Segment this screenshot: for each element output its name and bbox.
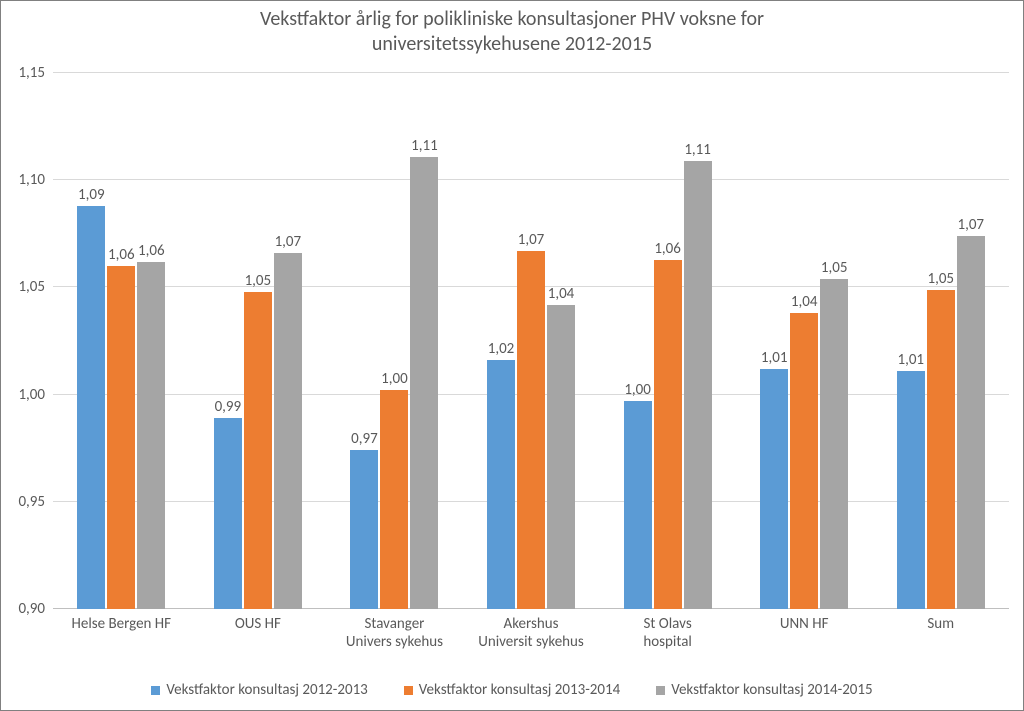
x-tick-label: Sum	[872, 609, 1009, 651]
legend-item: Vekstfaktor konsultasj 2013-2014	[404, 681, 620, 699]
bar: 1,09	[77, 206, 105, 609]
bar-value-label: 1,04	[548, 285, 575, 305]
bar: 1,00	[624, 401, 652, 609]
bar-group: 1,091,061,06	[53, 73, 190, 609]
legend-label: Vekstfaktor konsultasj 2014-2015	[671, 681, 872, 699]
chart-title: Vekstfaktor årlig for polikliniske konsu…	[1, 1, 1023, 57]
x-axis: Helse Bergen HFOUS HFStavangerUnivers sy…	[53, 609, 1009, 651]
bar: 1,07	[517, 251, 545, 609]
bar: 1,04	[790, 313, 818, 609]
bar-value-label: 1,11	[684, 141, 711, 161]
bar-value-label: 1,06	[654, 240, 681, 260]
bar-value-label: 1,07	[518, 231, 545, 251]
bar-value-label: 1,02	[488, 340, 515, 360]
bar-value-label: 1,11	[411, 137, 438, 157]
bar-value-label: 1,06	[138, 242, 165, 262]
bar-group: 1,011,041,05	[736, 73, 873, 609]
bar: 1,00	[380, 390, 408, 609]
bar: 1,05	[244, 292, 272, 609]
bar-value-label: 1,05	[245, 272, 272, 292]
bar-value-label: 1,01	[897, 351, 924, 371]
bar-group: 1,011,051,07	[872, 73, 1009, 609]
bar: 1,06	[654, 260, 682, 609]
bar-value-label: 1,00	[624, 381, 651, 401]
y-tick-label: 1,15	[18, 64, 53, 82]
bar-value-label: 1,07	[957, 216, 984, 236]
legend-swatch	[151, 686, 160, 695]
bar-value-label: 1,04	[791, 293, 818, 313]
bar: 1,06	[137, 262, 165, 609]
bar-value-label: 1,05	[927, 270, 954, 290]
bar-group: 0,971,001,11	[326, 73, 463, 609]
y-tick-label: 1,00	[18, 386, 53, 404]
bar-value-label: 0,99	[215, 398, 242, 418]
y-tick-label: 0,95	[18, 493, 53, 511]
x-tick-label: StavangerUnivers sykehus	[326, 609, 463, 651]
bar-value-label: 1,07	[275, 233, 302, 253]
bar: 1,11	[410, 157, 438, 609]
bar: 1,04	[547, 305, 575, 609]
bar-value-label: 1,06	[108, 246, 135, 266]
y-tick-label: 1,05	[18, 278, 53, 296]
bar: 1,05	[927, 290, 955, 609]
bar-value-label: 1,01	[761, 349, 788, 369]
bar: 1,01	[760, 369, 788, 609]
bar-value-label: 0,97	[351, 430, 378, 450]
x-tick-label: Helse Bergen HF	[53, 609, 190, 651]
bar-value-label: 1,00	[381, 370, 408, 390]
legend-item: Vekstfaktor konsultasj 2012-2013	[151, 681, 367, 699]
bar: 1,11	[684, 161, 712, 609]
x-tick-label: AkershusUniversit sykehus	[463, 609, 600, 651]
legend-item: Vekstfaktor konsultasj 2014-2015	[656, 681, 872, 699]
chart-frame: Vekstfaktor årlig for polikliniske konsu…	[0, 0, 1024, 711]
legend: Vekstfaktor konsultasj 2012-2013 Vekstfak…	[1, 681, 1023, 699]
legend-swatch	[404, 686, 413, 695]
bar-group: 1,021,071,04	[463, 73, 600, 609]
bar-value-label: 1,09	[78, 186, 105, 206]
bar: 0,99	[214, 418, 242, 609]
chart-title-line1: Vekstfaktor årlig for polikliniske konsu…	[1, 7, 1023, 32]
x-tick-label: UNN HF	[736, 609, 873, 651]
legend-label: Vekstfaktor konsultasj 2013-2014	[419, 681, 620, 699]
plot-area: 0,900,951,001,051,101,151,091,061,060,99…	[53, 73, 1009, 609]
bar: 1,01	[897, 371, 925, 609]
bar: 1,06	[107, 266, 135, 609]
bar: 1,05	[820, 279, 848, 609]
x-tick-label: OUS HF	[190, 609, 327, 651]
bar-value-label: 1,05	[821, 259, 848, 279]
bar-group: 1,001,061,11	[599, 73, 736, 609]
bar: 1,07	[274, 253, 302, 609]
x-tick-label: St Olavshospital	[599, 609, 736, 651]
legend-label: Vekstfaktor konsultasj 2012-2013	[166, 681, 367, 699]
legend-swatch	[656, 686, 665, 695]
bar: 0,97	[350, 450, 378, 609]
bar-group: 0,991,051,07	[190, 73, 327, 609]
bar: 1,07	[957, 236, 985, 609]
y-tick-label: 0,90	[18, 600, 53, 618]
chart-title-line2: universitetssykehusene 2012-2015	[1, 32, 1023, 57]
y-tick-label: 1,10	[18, 171, 53, 189]
bar: 1,02	[487, 360, 515, 609]
